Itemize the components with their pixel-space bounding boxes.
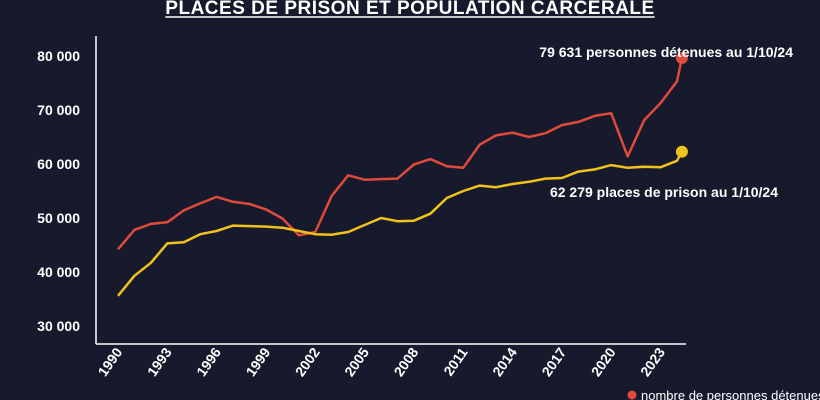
x-tick-label: 1996 xyxy=(193,344,224,379)
annotation-places: 62 279 places de prison au 1/10/24 xyxy=(550,184,778,200)
x-tick-label: 2011 xyxy=(440,344,471,378)
y-tick-label: 50 000 xyxy=(37,210,80,226)
legend: nombre de personnes détenues xyxy=(627,388,820,400)
series-lines xyxy=(117,57,684,297)
x-tick-label: 2008 xyxy=(390,344,421,379)
y-tick-label: 30 000 xyxy=(37,318,80,334)
y-tick-label: 40 000 xyxy=(37,264,80,280)
series-line xyxy=(117,151,684,297)
y-tick-label: 70 000 xyxy=(37,102,80,118)
x-tick-label: 1999 xyxy=(242,344,273,379)
x-tick-labels: 1990 1993 1996 1999 2002 2005 2008 2011 2014 2017… xyxy=(94,344,668,379)
legend-marker xyxy=(627,390,637,400)
legend-label: nombre de personnes détenues xyxy=(641,388,820,400)
endpoint-marker xyxy=(675,51,688,64)
x-tick-label: 2023 xyxy=(637,344,668,379)
x-tick-label: 2005 xyxy=(341,344,372,379)
x-tick-label: 2002 xyxy=(292,344,323,379)
y-tick-labels: 30 000 40 000 50 000 60 000 70 000 80 000 xyxy=(37,48,80,334)
x-tick-label: 2017 xyxy=(538,344,569,379)
x-tick-label: 1993 xyxy=(144,344,175,379)
series-line xyxy=(117,57,684,251)
x-tick-label: 2014 xyxy=(489,344,520,379)
chart-title: PLACES DE PRISON ET POPULATION CARCÉRALE xyxy=(165,0,654,19)
endpoint-markers xyxy=(675,51,688,158)
annotation-detenues: 79 631 personnes détenues au 1/10/24 xyxy=(539,44,793,60)
y-tick-label: 80 000 xyxy=(37,48,80,64)
x-tick-label: 1990 xyxy=(94,344,125,379)
endpoint-marker xyxy=(675,145,688,158)
x-tick-label: 2020 xyxy=(588,344,619,379)
y-tick-label: 60 000 xyxy=(37,156,80,172)
